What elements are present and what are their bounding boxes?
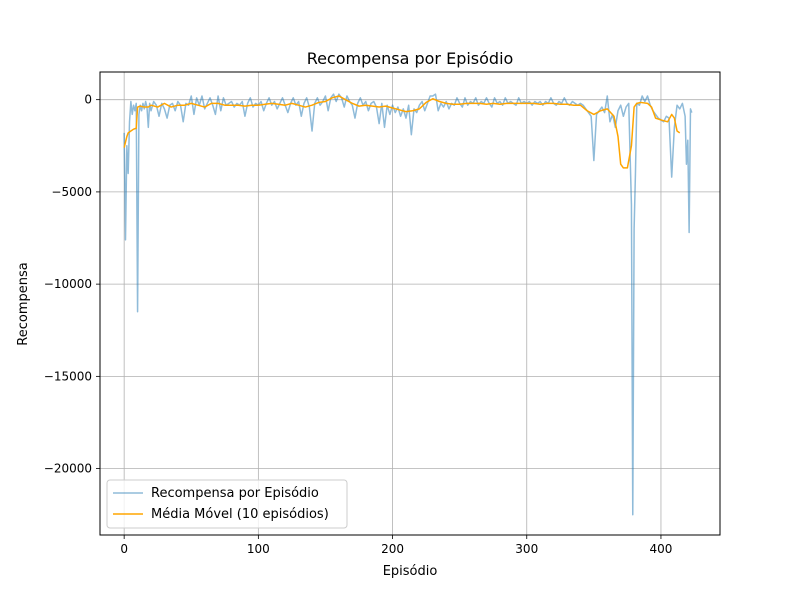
x-axis-label: Episódio xyxy=(383,564,438,579)
y-tick-label: 0 xyxy=(84,93,92,107)
x-tick-label: 300 xyxy=(515,542,538,556)
x-tick-label: 400 xyxy=(649,542,672,556)
x-tick-label: 200 xyxy=(381,542,404,556)
legend-label-1: Média Móvel (10 episódios) xyxy=(151,507,329,522)
series-line-0 xyxy=(123,93,693,516)
series-layer xyxy=(123,93,693,516)
grid-layer xyxy=(100,72,720,535)
y-tick-label: −10000 xyxy=(44,277,92,291)
chart-title: Recompensa por Episódio xyxy=(307,49,514,68)
tick-layer: 0 100 200 300 400 0 −5000 −10000 −15000 −20000 xyxy=(44,93,673,556)
legend-label-0: Recompensa por Episódio xyxy=(151,486,319,501)
y-tick-label: −15000 xyxy=(44,369,92,383)
series-line-1 xyxy=(123,95,681,169)
legend-box xyxy=(106,479,348,529)
plot-frame xyxy=(99,71,721,536)
y-tick-label: −5000 xyxy=(51,185,92,199)
y-tick-label: −20000 xyxy=(44,462,92,476)
x-tick-label: 0 xyxy=(120,542,128,556)
legend: Recompensa por Episódio Média Móvel (10 e… xyxy=(106,479,348,529)
y-axis-label: Recompensa xyxy=(16,262,31,345)
x-tick-label: 100 xyxy=(247,542,270,556)
